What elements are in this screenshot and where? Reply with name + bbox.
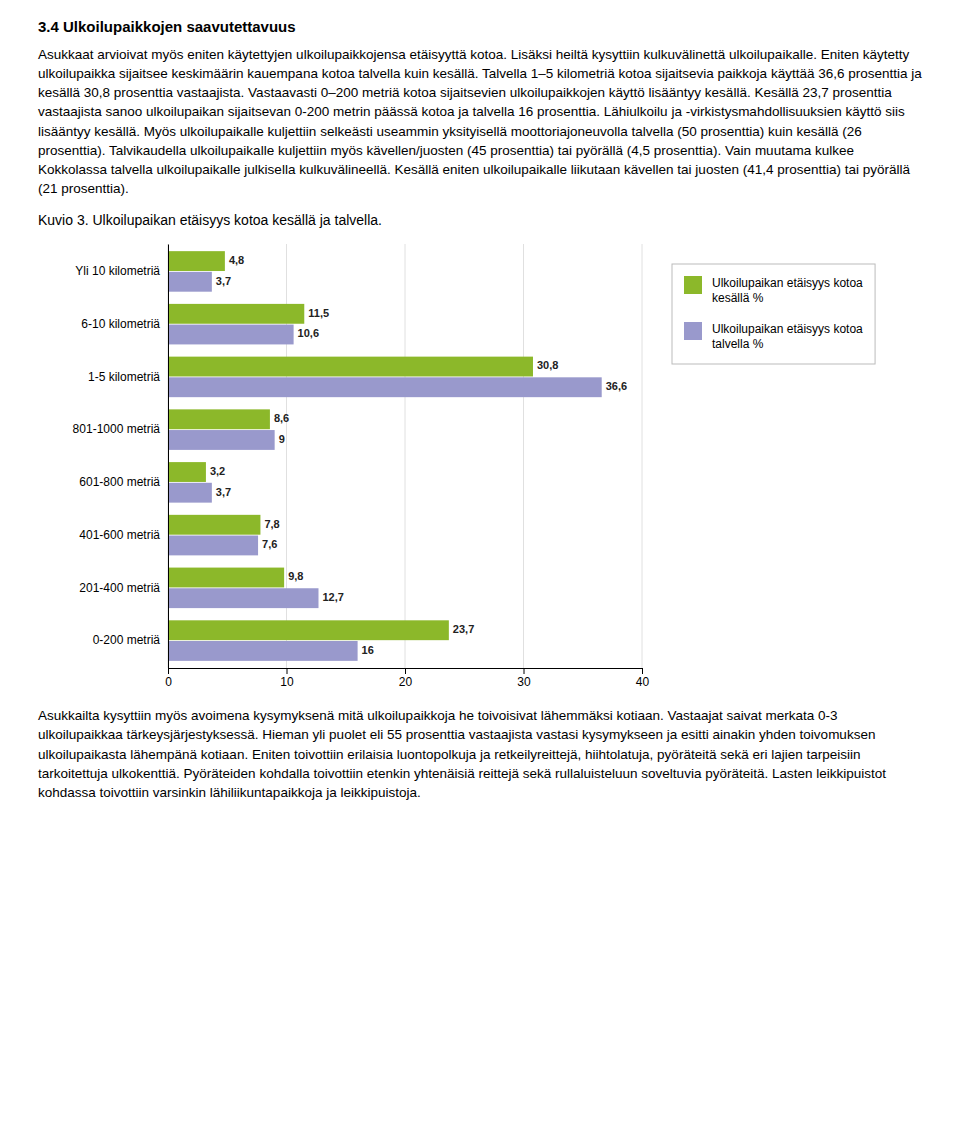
legend-swatch — [684, 322, 702, 340]
grid-line — [168, 244, 169, 668]
y-tick: 801-1000 metriä — [73, 423, 161, 437]
y-tick: 0-200 metriä — [93, 634, 161, 648]
body-text: Asukkaat arvioivat myös eniten käytettyj… — [38, 45, 922, 198]
y-tick: 201-400 metriä — [79, 581, 160, 595]
data-label: 12,7 — [322, 591, 343, 603]
bar — [168, 641, 358, 661]
grid — [168, 244, 642, 668]
data-label: 30,8 — [537, 360, 558, 372]
chart: 23,7 9,8 7,8 3,2 8,6 30,8 11,5 4,8 16 12,7 7,6 3,7 9… — [38, 232, 922, 702]
legend-label: Ulkoilupaikan etäisyys kotoatalvella % — [712, 322, 863, 351]
bar — [168, 483, 212, 503]
data-label: 3,7 — [216, 275, 231, 287]
bar — [168, 621, 449, 641]
x-tick-label: 20 — [399, 675, 413, 689]
bar — [168, 272, 212, 292]
legend-swatch — [684, 276, 702, 294]
bar — [168, 410, 270, 430]
bottom-text: Asukkailta kysyttiin myös avoimena kysym… — [38, 706, 922, 802]
bar — [168, 325, 294, 345]
x-tick-mark — [642, 668, 643, 674]
data-label: 9,8 — [288, 571, 303, 583]
x-tick-label: 30 — [517, 675, 531, 689]
data-label: 10,6 — [298, 328, 319, 340]
bar — [168, 430, 275, 450]
y-tick-label: Yli 10 kilometriä — [75, 265, 160, 279]
x-tick-mark — [524, 668, 525, 674]
x-tick-label: 10 — [280, 675, 294, 689]
x-tick: 0 — [165, 668, 172, 689]
bar — [168, 378, 602, 398]
x-tick: 20 — [399, 668, 413, 689]
legend-label: Ulkoilupaikan etäisyys kotoakesällä % — [712, 276, 863, 305]
y-tick: 601-800 metriä — [79, 475, 160, 489]
y-tick: 6-10 kilometriä — [81, 317, 160, 331]
data-label: 3,2 — [210, 465, 225, 477]
data-label: 16 — [362, 644, 374, 656]
data-label: 8,6 — [274, 412, 289, 424]
section-heading: 3.4 Ulkoilupaikkojen saavutettavuus — [38, 18, 922, 35]
y-tick-label: 6-10 kilometriä — [81, 317, 160, 331]
grid-line — [642, 244, 643, 668]
page: 3.4 Ulkoilupaikkojen saavutettavuus Asukk… — [0, 0, 960, 826]
x-axis: 0 10 20 30 40 — [165, 668, 649, 689]
y-axis-line — [168, 245, 169, 669]
y-tick-label: 601-800 metriä — [79, 475, 160, 489]
x-tick-label: 40 — [636, 675, 650, 689]
bar — [168, 304, 304, 324]
x-tick: 10 — [280, 668, 294, 689]
bar — [168, 536, 258, 556]
data-label: 11,5 — [308, 307, 329, 319]
x-tick-mark — [287, 668, 288, 674]
data-label: 23,7 — [453, 623, 474, 635]
data-label: 7,8 — [264, 518, 279, 530]
legend: Ulkoilupaikan etäisyys kotoakesällä % Ulk… — [672, 264, 875, 364]
bar — [168, 568, 284, 588]
y-tick-label: 201-400 metriä — [79, 581, 160, 595]
x-tick-mark — [168, 668, 169, 674]
y-tick: 1-5 kilometriä — [88, 370, 160, 384]
data-label: 9 — [279, 433, 285, 445]
bar — [168, 357, 533, 377]
plot: 23,7 9,8 7,8 3,2 8,6 30,8 11,5 4,8 16 12,7 7,6 3,7 9… — [73, 244, 875, 689]
y-tick-label: 1-5 kilometriä — [88, 370, 160, 384]
chart-title: Kuvio 3. Ulkoilupaikan etäisyys kotoa ke… — [38, 212, 922, 228]
grid-line — [523, 244, 524, 668]
data-label: 36,6 — [606, 380, 627, 392]
x-tick: 40 — [636, 668, 650, 689]
bar — [168, 515, 260, 535]
bar — [168, 589, 318, 609]
x-tick-label: 0 — [165, 675, 172, 689]
data-label: 4,8 — [229, 254, 244, 266]
data-labels: 23,7 9,8 7,8 3,2 8,6 30,8 11,5 4,8 16 12,7 7,6 3,7 9… — [210, 254, 627, 656]
data-label: 3,7 — [216, 486, 231, 498]
bar — [168, 462, 206, 482]
bar — [168, 251, 225, 271]
y-tick: Yli 10 kilometriä — [75, 265, 160, 279]
y-tick-label: 801-1000 metriä — [73, 423, 161, 437]
x-tick-mark — [405, 668, 406, 674]
y-tick: 401-600 metriä — [79, 528, 160, 542]
data-label: 7,6 — [262, 539, 277, 551]
y-tick-label: 401-600 metriä — [79, 528, 160, 542]
x-tick: 30 — [517, 668, 531, 689]
y-tick-label: 0-200 metriä — [93, 634, 161, 648]
x-axis-line — [169, 669, 643, 675]
legend-frame — [672, 264, 875, 364]
y-axis: 0-200 metriä 201-400 metriä 401-600 metriä… — [73, 245, 169, 669]
grid-line — [405, 244, 406, 668]
bars — [168, 251, 602, 661]
